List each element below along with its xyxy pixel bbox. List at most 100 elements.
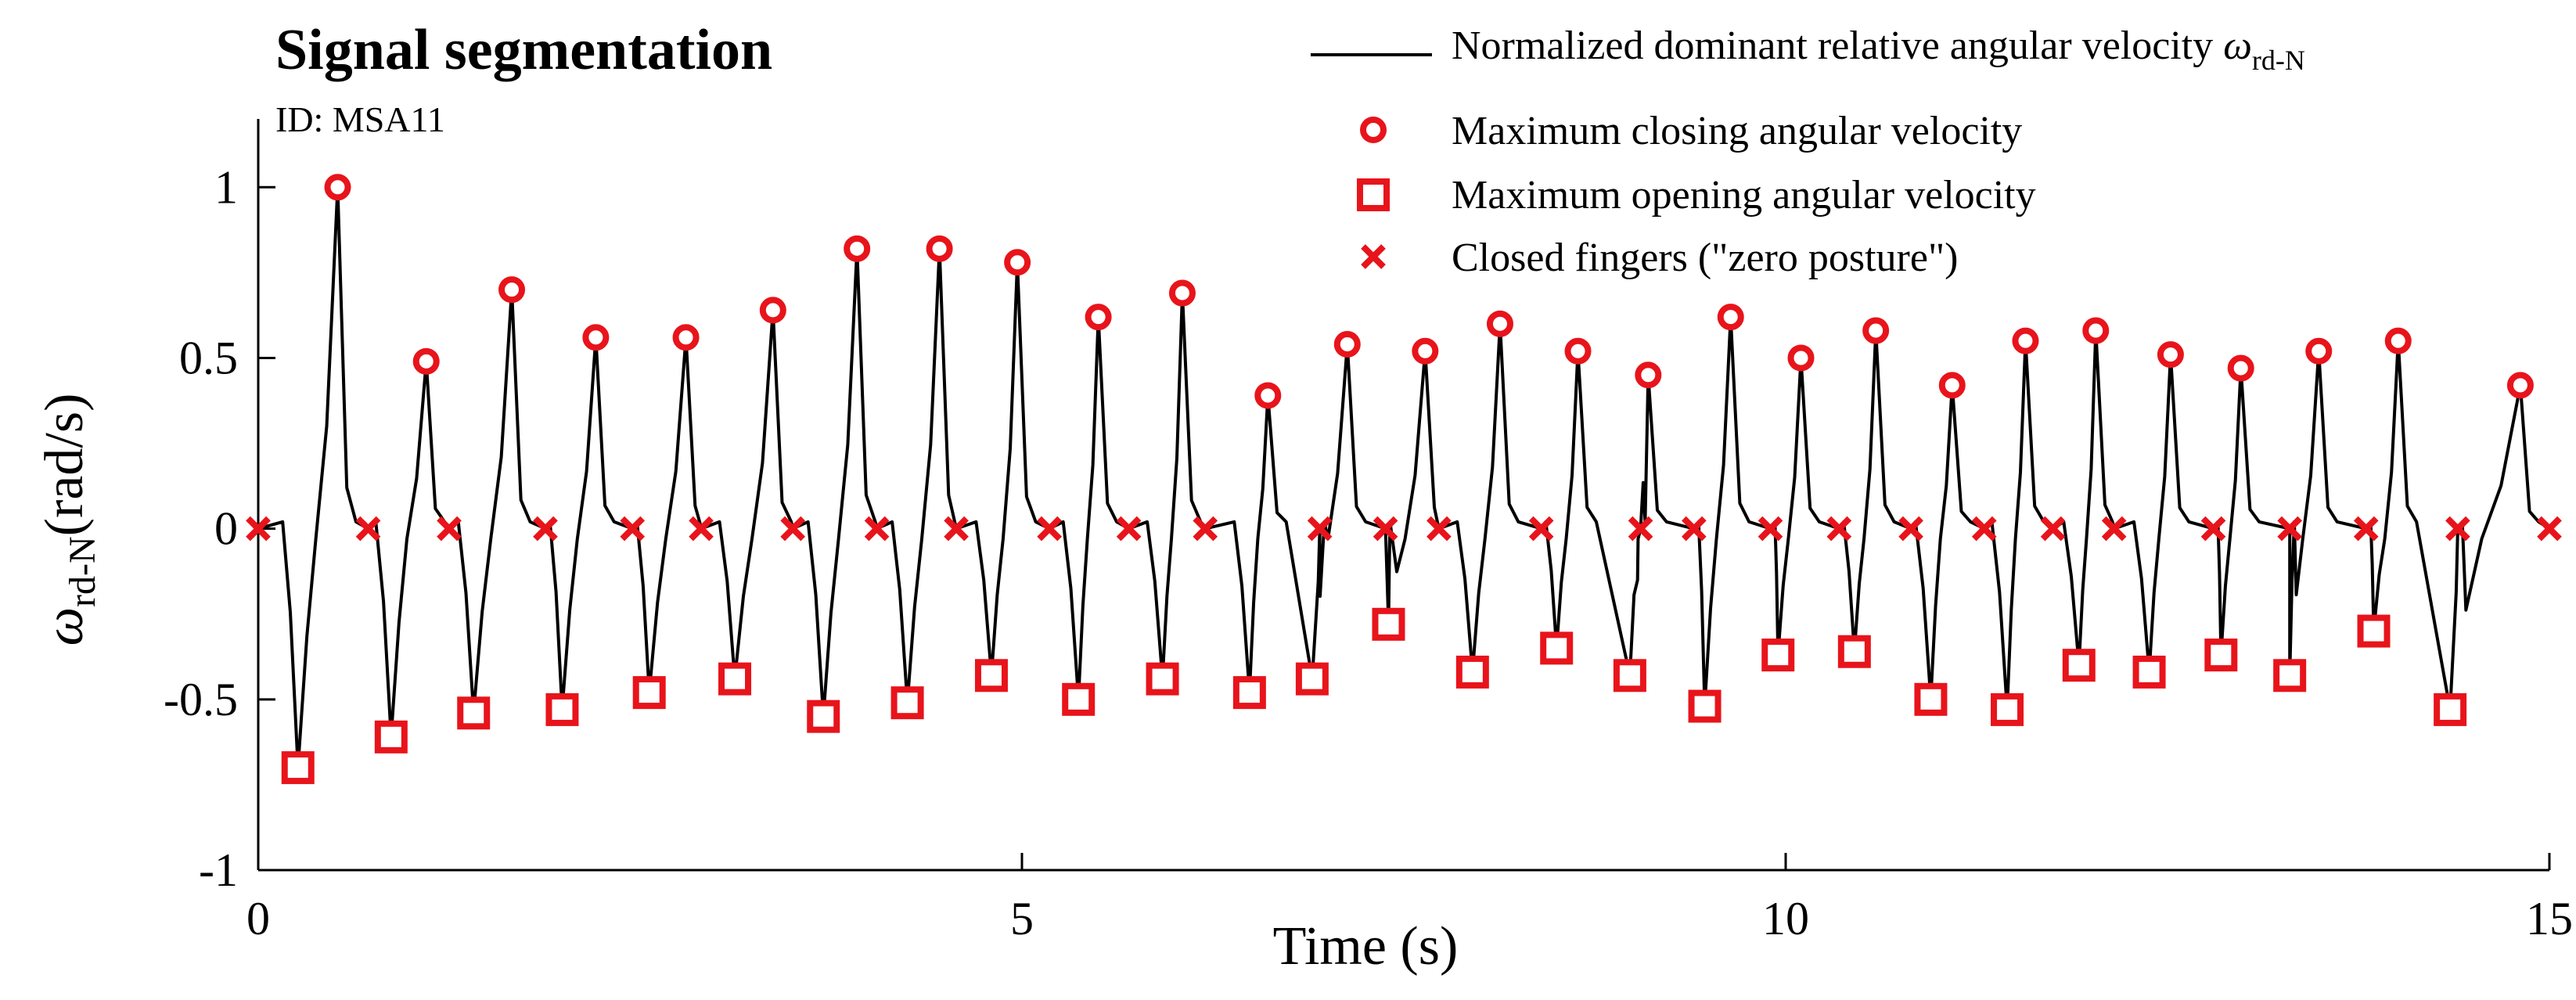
closed-fingers-marker bbox=[944, 516, 969, 541]
max-closing-marker bbox=[1717, 304, 1744, 331]
max-opening-marker bbox=[2273, 659, 2307, 692]
max-closing-marker bbox=[498, 276, 526, 304]
y-tick-label-4: -1 bbox=[199, 844, 238, 896]
x-tick-label-0: 0 bbox=[246, 893, 270, 944]
legend-circle-marker bbox=[1360, 117, 1387, 143]
legend-max-opening-label: Maximum opening angular velocity bbox=[1452, 173, 2036, 218]
y-tick-label-0: 1 bbox=[214, 161, 238, 213]
legend-line-symbol: ω bbox=[2223, 23, 2252, 68]
closed-fingers-marker bbox=[2200, 516, 2226, 541]
legend-line-label: Normalized dominant relative angular vel… bbox=[1452, 23, 2305, 76]
closed-fingers-marker bbox=[620, 516, 646, 541]
y-axis-label-unit: (rad/s) bbox=[34, 394, 95, 537]
closed-fingers-marker bbox=[2445, 516, 2470, 541]
legend-line-sub: rd-N bbox=[2252, 45, 2305, 76]
legend-max-closing-label: Maximum closing angular velocity bbox=[1452, 109, 2022, 153]
max-closing-marker bbox=[672, 324, 700, 351]
max-closing-marker bbox=[1938, 372, 1966, 399]
max-opening-marker bbox=[2132, 655, 2166, 689]
max-opening-marker bbox=[1914, 682, 1948, 716]
max-opening-marker bbox=[281, 751, 315, 785]
closed-fingers-marker bbox=[2537, 516, 2562, 541]
max-closing-marker bbox=[1004, 249, 1031, 276]
y-tick-label-1: 0.5 bbox=[179, 332, 238, 383]
max-closing-markers bbox=[324, 174, 2534, 409]
legend-cross-marker bbox=[1361, 244, 1386, 269]
closed-fingers-marker bbox=[2101, 516, 2127, 541]
max-opening-marker bbox=[2357, 614, 2391, 648]
max-opening-marker bbox=[1613, 659, 1646, 692]
max-closing-marker bbox=[2227, 354, 2254, 382]
max-opening-marker bbox=[1540, 631, 1574, 665]
closed-fingers-marker bbox=[437, 516, 462, 541]
x-tick-label-3: 15 bbox=[2526, 893, 2573, 944]
max-closing-marker bbox=[1085, 304, 1112, 331]
max-opening-marker bbox=[1062, 682, 1096, 716]
max-opening-marker bbox=[1372, 607, 1405, 641]
plot-axes bbox=[257, 119, 2549, 872]
legend-square-marker bbox=[1357, 178, 1390, 211]
max-opening-marker bbox=[1761, 638, 1795, 672]
max-closing-marker bbox=[1168, 279, 1196, 307]
closed-fingers-marker bbox=[246, 516, 271, 541]
closed-fingers-marker bbox=[1971, 516, 1997, 541]
max-opening-marker bbox=[1232, 676, 1266, 710]
closed-fingers-marker bbox=[2353, 516, 2379, 541]
max-opening-marker bbox=[2434, 692, 2467, 726]
max-opening-marker bbox=[545, 692, 579, 726]
max-opening-marker bbox=[1837, 635, 1871, 668]
max-closing-marker bbox=[582, 324, 610, 351]
closed-fingers-marker bbox=[1628, 516, 1653, 541]
closed-fingers-marker bbox=[533, 516, 558, 541]
max-closing-marker bbox=[2157, 341, 2184, 369]
max-closing-marker bbox=[1564, 337, 1592, 365]
closed-fingers-marker bbox=[1116, 516, 1142, 541]
closed-fingers-marker bbox=[1528, 516, 1554, 541]
max-closing-marker bbox=[1254, 382, 1282, 409]
max-opening-marker bbox=[1688, 689, 1722, 723]
y-axis-label-sub: rd-N bbox=[62, 536, 103, 607]
max-opening-marker bbox=[974, 659, 1008, 692]
y-tick-label-3: -0.5 bbox=[164, 674, 238, 725]
closed-fingers-marker bbox=[1427, 516, 1452, 541]
max-opening-marker bbox=[632, 676, 666, 710]
legend-closed-label: Closed fingers ("zero posture") bbox=[1452, 236, 1959, 280]
max-closing-marker bbox=[2384, 327, 2412, 354]
max-opening-marker bbox=[1146, 662, 1179, 696]
max-closing-marker bbox=[2082, 317, 2110, 344]
closed-fingers-marker bbox=[1898, 516, 1923, 541]
max-opening-marker bbox=[374, 720, 408, 754]
closed-fingers-marker bbox=[2277, 516, 2302, 541]
signal-line bbox=[257, 185, 2551, 770]
max-opening-marker bbox=[1991, 692, 2024, 726]
max-closing-marker bbox=[926, 235, 953, 262]
closed-fingers-marker bbox=[355, 516, 381, 541]
x-tick-label-1: 5 bbox=[1010, 893, 1034, 944]
legend: Normalized dominant relative angular vel… bbox=[1311, 23, 2305, 280]
x-axis-label: Time (s) bbox=[1273, 916, 1459, 977]
max-closing-marker bbox=[1486, 310, 1513, 337]
closed-fingers-marker bbox=[1682, 516, 1707, 541]
x-ticks: 0 5 10 15 bbox=[246, 853, 2573, 944]
max-opening-markers bbox=[281, 607, 2467, 785]
max-closing-marker bbox=[1862, 317, 1890, 344]
chart-title: Signal segmentation bbox=[275, 18, 772, 82]
closed-fingers-marker bbox=[864, 516, 890, 541]
y-tick-label-2: 0 bbox=[214, 503, 238, 555]
max-opening-marker bbox=[807, 700, 840, 733]
max-opening-marker bbox=[718, 662, 752, 696]
max-opening-marker bbox=[2204, 638, 2238, 672]
max-opening-marker bbox=[1455, 655, 1489, 689]
max-closing-marker bbox=[1412, 337, 1439, 365]
y-axis-label-symbol: ω bbox=[34, 607, 95, 646]
max-closing-marker bbox=[1635, 362, 1662, 389]
closed-fingers-marker bbox=[1193, 516, 1218, 541]
y-axis-label: ωrd-N(rad/s) bbox=[34, 394, 103, 646]
closed-fingers-marker bbox=[689, 516, 714, 541]
max-closing-marker bbox=[2012, 327, 2039, 354]
closed-fingers-marker bbox=[1307, 516, 1333, 541]
max-opening-marker bbox=[457, 696, 491, 730]
max-closing-marker bbox=[1787, 344, 1815, 372]
y-ticks: 1 0.5 0 -0.5 -1 bbox=[164, 161, 275, 896]
max-closing-marker bbox=[1333, 331, 1361, 358]
